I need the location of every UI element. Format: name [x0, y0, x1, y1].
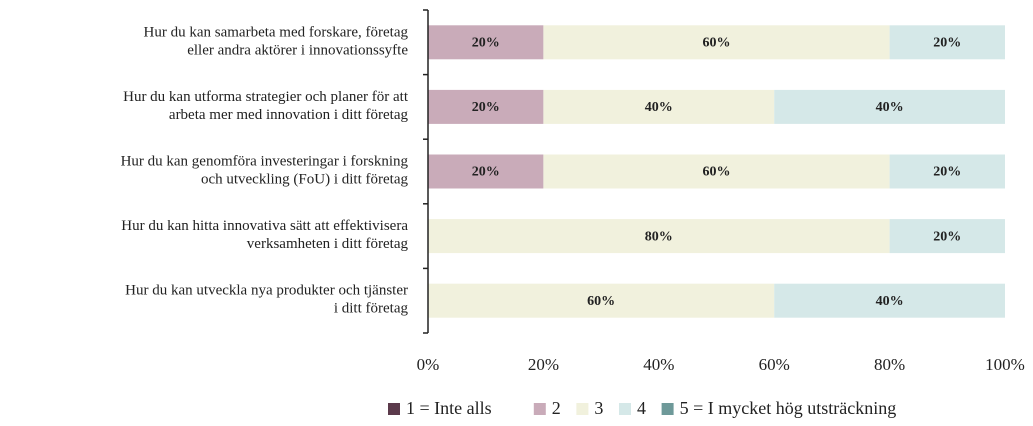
legend-swatch [388, 403, 400, 415]
value-label: 20% [933, 229, 961, 244]
x-tick-label: 40% [643, 355, 674, 374]
legend-swatch [533, 403, 546, 415]
legend-label: 2 [552, 398, 561, 418]
value-label: 20% [933, 36, 961, 51]
bar-segment [543, 89, 775, 124]
value-label: 20% [472, 165, 500, 180]
legend-swatch [661, 403, 674, 415]
bar-segment [543, 154, 890, 189]
category-label: Hur du kan utforma strategier och planer… [123, 89, 409, 123]
bar-segment [543, 25, 890, 60]
bar-segment [889, 154, 1005, 189]
value-label: 40% [876, 100, 904, 115]
legend-label: 3 [594, 398, 603, 418]
category-label: Hur du kan hitta innovativa sätt att eff… [121, 219, 408, 253]
x-tick-label: 60% [759, 355, 790, 374]
value-label: 80% [645, 229, 673, 244]
category-label: Hur du kan samarbeta med forskare, föret… [144, 25, 409, 59]
category-label: Hur du kan genomföra investeringar i for… [121, 154, 409, 188]
legend-swatch [619, 403, 631, 415]
x-tick-label: 0% [417, 355, 440, 374]
x-tick-label: 100% [985, 355, 1025, 374]
bar-segment [774, 283, 1005, 318]
legend-label: 1 = Inte alls [406, 398, 492, 418]
value-label: 40% [645, 100, 673, 115]
value-label: 60% [587, 294, 615, 309]
value-label: 60% [703, 36, 731, 51]
category-label: Hur du kan utveckla nya produkter och tj… [125, 283, 408, 317]
legend-label: 4 [637, 398, 646, 418]
bar-segment [428, 219, 890, 254]
value-label: 40% [876, 294, 904, 309]
bar-segment [428, 154, 544, 189]
bar-segment [428, 25, 544, 60]
x-tick-label: 20% [528, 355, 559, 374]
legend-label: 5 = I mycket hög utsträckning [680, 398, 897, 418]
bar-segment [889, 25, 1005, 60]
bar-segment [774, 89, 1005, 124]
value-label: 20% [472, 36, 500, 51]
x-tick-label: 80% [874, 355, 905, 374]
bar-segment [428, 283, 775, 318]
value-label: 20% [933, 165, 961, 180]
value-label: 60% [703, 165, 731, 180]
legend-swatch [576, 403, 589, 415]
bar-segment [889, 219, 1005, 254]
value-label: 20% [472, 100, 500, 115]
bar-segment [428, 89, 544, 124]
